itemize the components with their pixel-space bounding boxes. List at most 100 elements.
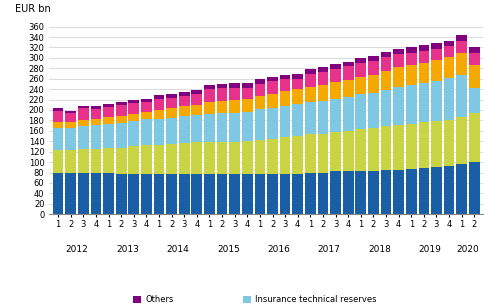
Bar [179,92,190,96]
Bar [393,170,404,214]
Bar [91,148,102,173]
Bar [406,169,417,214]
Bar [419,63,429,83]
Bar [469,162,480,214]
Bar [78,148,89,173]
Bar [305,102,316,134]
Bar [292,74,303,79]
Bar [368,93,379,128]
Bar [217,113,227,142]
Bar [229,142,240,174]
Bar [66,150,76,173]
Text: 2016: 2016 [267,245,290,254]
Bar [343,62,353,66]
Bar [444,166,455,214]
Bar [166,174,177,214]
Bar [305,69,316,73]
Bar [229,174,240,214]
Bar [419,83,429,122]
Bar [191,105,202,115]
Bar [66,128,76,150]
Bar [254,96,265,110]
Bar [129,100,139,103]
Bar [444,46,455,57]
Bar [381,57,391,71]
Bar [242,99,252,112]
Text: EUR bn: EUR bn [15,4,50,14]
Bar [280,106,290,137]
Bar [406,124,417,169]
Text: 2014: 2014 [167,245,189,254]
Bar [166,144,177,174]
Bar [355,63,366,76]
Bar [217,101,227,113]
Bar [444,120,455,166]
Bar [91,173,102,214]
Bar [457,41,467,53]
Bar [330,132,341,171]
Bar [229,113,240,142]
Bar [254,174,265,214]
Legend: Others, Mutual fund shares, Quoted shares, Insurance technical reserves, Unquote: Others, Mutual fund shares, Quoted share… [129,292,403,306]
Bar [317,72,328,85]
Bar [204,114,215,142]
Bar [116,102,127,105]
Bar [154,110,164,119]
Bar [292,79,303,89]
Bar [191,90,202,94]
Bar [53,108,64,111]
Text: 2020: 2020 [457,245,479,254]
Bar [267,139,278,174]
Bar [381,52,391,57]
Bar [154,95,164,99]
Bar [179,174,190,214]
Bar [154,145,164,174]
Bar [419,45,429,50]
Bar [66,113,76,122]
Bar [66,122,76,128]
Bar [406,47,417,53]
Bar [242,112,252,141]
Bar [330,82,341,99]
Bar [393,49,404,54]
Bar [406,53,417,65]
Bar [78,173,89,214]
Bar [179,106,190,116]
Bar [330,99,341,132]
Bar [343,80,353,97]
Bar [242,84,252,88]
Bar [242,88,252,99]
Bar [368,128,379,171]
Bar [116,147,127,174]
Bar [355,129,366,171]
Bar [368,56,379,61]
Bar [91,109,102,119]
Bar [141,119,152,145]
Bar [116,174,127,214]
Bar [381,71,391,90]
Bar [267,108,278,139]
Bar [53,111,64,122]
Bar [129,146,139,174]
Bar [179,116,190,143]
Bar [217,88,227,101]
Bar [355,171,366,214]
Bar [444,57,455,78]
Bar [381,126,391,170]
Text: 2013: 2013 [116,245,139,254]
Bar [431,121,442,167]
Bar [355,94,366,129]
Bar [355,76,366,94]
Bar [53,150,64,173]
Bar [254,79,265,84]
Bar [292,104,303,136]
Bar [217,84,227,88]
Bar [317,101,328,134]
Bar [317,134,328,173]
Bar [292,136,303,174]
Bar [280,75,290,79]
Bar [242,141,252,174]
Bar [469,53,480,65]
Bar [129,114,139,121]
Bar [305,134,316,173]
